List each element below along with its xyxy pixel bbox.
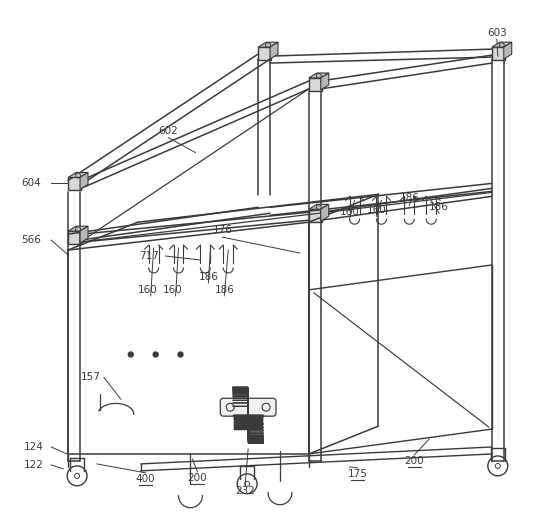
Text: 200: 200 [404,456,424,466]
FancyBboxPatch shape [258,47,271,60]
Polygon shape [309,204,329,209]
Text: 186: 186 [214,285,234,295]
Polygon shape [270,42,278,59]
Polygon shape [80,172,88,189]
Text: 566: 566 [21,235,41,245]
FancyBboxPatch shape [68,178,81,190]
FancyBboxPatch shape [68,231,81,244]
FancyBboxPatch shape [221,398,276,416]
Polygon shape [80,226,88,243]
Polygon shape [68,172,88,178]
Text: 160: 160 [138,285,157,295]
Text: 157: 157 [81,373,101,382]
Text: 175: 175 [348,469,367,479]
Text: 176: 176 [212,225,232,235]
FancyBboxPatch shape [309,209,322,222]
Circle shape [178,352,183,357]
Polygon shape [258,42,278,47]
Polygon shape [321,204,329,221]
FancyBboxPatch shape [492,47,505,60]
Text: 717: 717 [139,251,158,261]
Circle shape [153,352,158,357]
Text: 160: 160 [367,205,386,215]
Text: 160: 160 [340,207,360,217]
Text: 160: 160 [163,285,183,295]
Polygon shape [492,42,512,47]
Text: 604: 604 [21,178,41,189]
Text: 400: 400 [136,474,156,484]
Text: 186: 186 [199,272,218,282]
Text: 602: 602 [159,126,178,135]
Text: 124: 124 [23,442,43,452]
Text: 186: 186 [429,202,449,212]
Text: 122: 122 [23,460,43,470]
Polygon shape [68,226,88,231]
Circle shape [128,352,133,357]
Text: 186: 186 [399,193,419,203]
Text: 232: 232 [235,486,255,496]
FancyBboxPatch shape [309,78,322,91]
Text: 200: 200 [188,473,207,483]
Text: 603: 603 [487,28,507,38]
Polygon shape [504,42,512,59]
Polygon shape [321,73,329,90]
Polygon shape [309,73,329,78]
